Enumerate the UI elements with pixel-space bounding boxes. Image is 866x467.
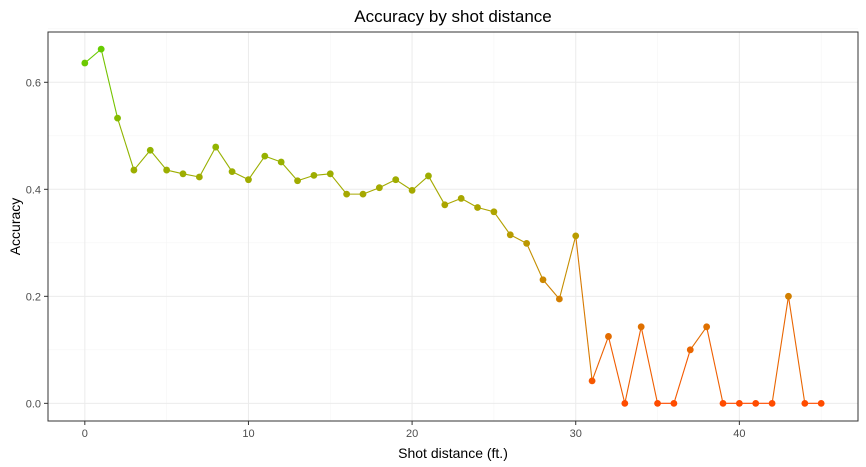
y-axis-title: Accuracy [7,198,23,256]
series-segment [771,296,789,404]
data-point [457,195,465,202]
data-point [670,399,678,407]
data-point [310,172,318,179]
data-point [228,168,236,176]
x-tick-label: 20 [406,428,418,440]
data-point [261,152,269,160]
data-point [245,176,252,184]
data-point [555,295,563,303]
data-point [490,208,498,216]
x-axis-title: Shot distance (ft.) [398,445,508,461]
series-segment [575,235,593,381]
series-segment [149,149,168,171]
data-point [97,45,105,53]
series-segment [706,326,724,404]
series-segment [248,155,266,180]
series-segment [493,211,511,236]
series-segment [215,146,233,172]
y-tick-label: 0.4 [26,184,41,196]
data-point [572,232,580,240]
data-point [441,201,449,209]
series-segment [198,146,217,178]
data-point [343,190,351,198]
data-point [703,323,711,331]
data-point [588,377,596,385]
series-segment [591,336,609,382]
data-point [392,176,400,184]
series-segment [689,326,708,351]
panel-border [47,31,859,422]
data-point [474,204,481,211]
data-point [735,399,743,407]
x-tick-label: 40 [733,428,745,440]
data-point [294,177,301,185]
data-point [212,143,220,151]
chart-title: Accuracy by shot distance [354,7,551,26]
data-point [768,399,776,407]
series-segment [787,296,806,404]
series-segment [280,161,298,182]
data-point [146,146,154,154]
data-point [637,323,645,331]
series-segment [673,349,691,404]
x-tick-label: 10 [242,428,254,440]
series-segment [100,48,119,119]
data-point [539,276,547,284]
series-segment [133,149,151,171]
x-axis: 0 10 20 30 40 [82,421,745,440]
data-point [752,399,760,407]
y-axis: 0.0 0.2 0.4 0.6 [26,77,48,410]
data-point [359,190,367,198]
data-point [114,114,121,122]
series-segment [84,48,102,64]
series-segment [542,279,560,300]
series-segment [607,336,626,404]
series-segment [526,243,544,280]
data-point [785,292,792,300]
series-segment [117,117,135,171]
series-points [81,45,825,407]
data-point [425,172,432,180]
data-point [163,166,171,174]
data-point [719,399,727,407]
series-segment [411,175,429,191]
series-segment [624,326,642,404]
data-point [326,170,334,178]
data-point [130,166,138,174]
series-segment [558,235,577,300]
grid [48,28,858,421]
series-lines [84,48,822,404]
data-point [195,173,203,181]
data-point [179,170,187,178]
data-point [375,184,383,192]
series-segment [329,173,348,195]
series-segment [427,175,446,206]
data-point [605,333,612,340]
data-point [506,231,514,239]
data-point [523,239,531,247]
data-point [81,59,89,67]
y-tick-label: 0.0 [26,398,41,410]
data-point [621,399,629,407]
y-tick-label: 0.2 [26,291,41,303]
data-point [817,399,825,407]
x-tick-label: 30 [570,428,582,440]
y-tick-label: 0.6 [26,77,41,89]
data-point [686,346,694,354]
data-point [654,399,661,407]
data-point [277,158,285,166]
data-point [408,186,416,194]
series-segment [640,326,659,404]
data-point [801,399,809,407]
x-tick-label: 0 [82,428,88,440]
